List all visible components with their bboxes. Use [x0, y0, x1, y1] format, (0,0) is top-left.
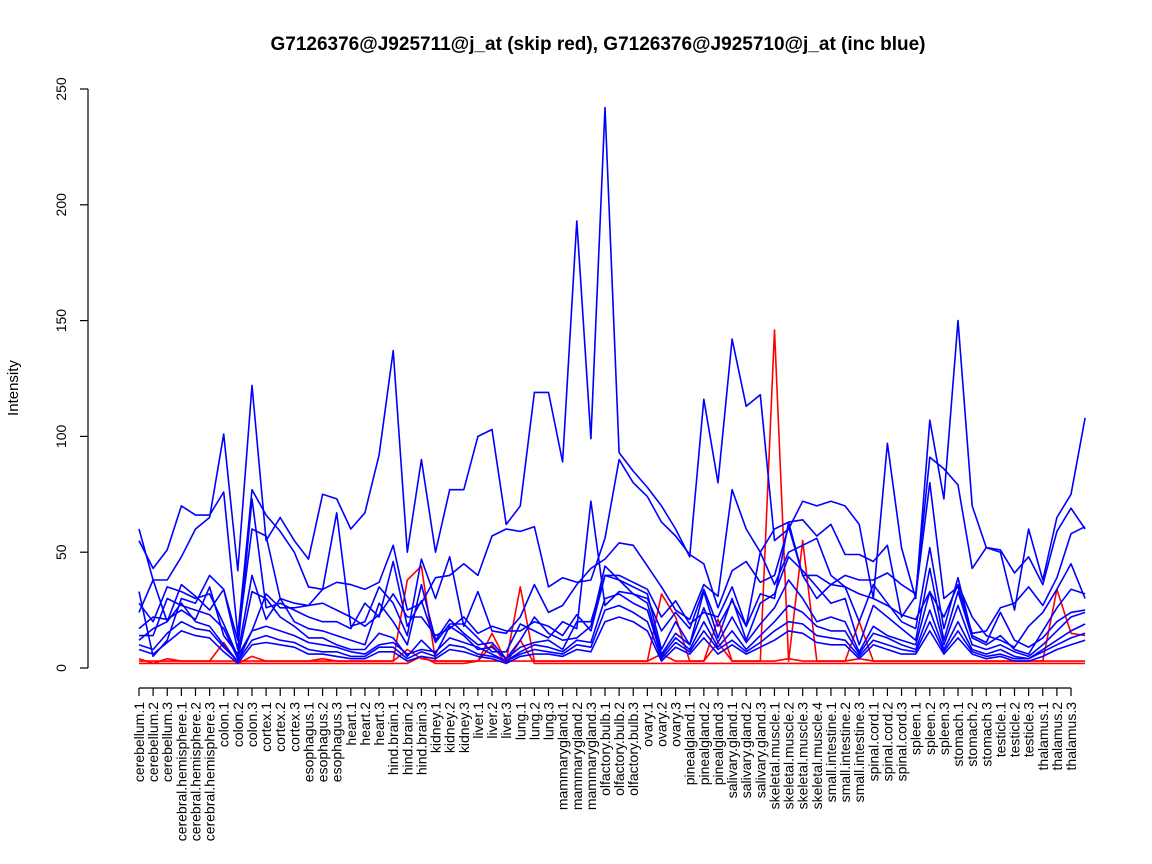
x-tick-label: heart.3 [371, 702, 387, 746]
y-tick-label: 50 [53, 544, 69, 560]
x-tick-label: ovary.3 [668, 702, 684, 747]
x-tick-label: testicle.2 [1007, 702, 1023, 757]
x-tick-label: salivary.gland.1 [724, 702, 740, 798]
x-axis: cerebellum.1cerebellum.2cerebellum.3cere… [131, 687, 1079, 842]
x-tick-label: spinal.cord.2 [879, 702, 895, 782]
y-tick-label: 0 [53, 664, 69, 672]
inc-series-line-7 [139, 574, 1086, 660]
x-tick-label: esophagus.1 [300, 702, 316, 782]
x-tick-label: spinal.cord.3 [894, 702, 910, 782]
x-tick-label: skeletal.muscle.1 [766, 702, 782, 810]
x-tick-label: liver.2 [484, 702, 500, 739]
series-layer [138, 106, 1086, 665]
x-tick-label: cerebellum.1 [131, 702, 147, 782]
inc-series-line-5 [138, 498, 1086, 653]
inc-series-line-1 [138, 106, 1086, 611]
chart-title: G7126376@J925711@j_at (skip red), G71263… [270, 34, 925, 55]
x-tick-label: esophagus.2 [315, 702, 331, 782]
x-tick-label: thalamus.3 [1063, 702, 1079, 771]
x-tick-label: kidney.1 [428, 702, 444, 753]
x-tick-label: cerebellum.2 [145, 702, 161, 782]
x-tick-label: cerebral.hemisphere.3 [202, 702, 218, 842]
x-tick-label: ovary.2 [653, 702, 669, 747]
x-tick-label: spleen.2 [922, 702, 938, 755]
x-tick-label: olfactory.bulb.2 [611, 702, 627, 796]
x-tick-label: kidney.3 [456, 702, 472, 753]
x-tick-label: stomach.1 [950, 702, 966, 767]
x-tick-label: mammarygland.3 [583, 702, 599, 810]
x-tick-label: testicle.3 [1021, 702, 1037, 757]
x-tick-label: ovary.1 [639, 702, 655, 747]
inc-series-line-9 [138, 604, 1086, 662]
x-tick-label: hind.brain.3 [413, 702, 429, 775]
x-tick-label: olfactory.bulb.1 [597, 702, 613, 796]
y-axis-label: Intensity [5, 360, 22, 416]
skip-series-line-3 [139, 639, 1086, 665]
y-tick-label: 100 [53, 425, 69, 449]
x-tick-label: cerebral.hemisphere.1 [173, 702, 189, 842]
x-tick-label: colon.1 [216, 702, 232, 747]
x-tick-label: esophagus.3 [329, 702, 345, 782]
x-tick-label: thalamus.2 [1049, 702, 1065, 771]
x-tick-label: lung.2 [526, 702, 542, 740]
x-tick-label: pinealgland.2 [696, 702, 712, 786]
x-tick-label: spleen.3 [936, 702, 952, 755]
inc-series-line-10 [138, 616, 1086, 665]
y-axis: 0 50 100 150 200 250 [53, 77, 89, 672]
y-tick-label: 250 [53, 77, 69, 101]
x-tick-label: lung.3 [541, 702, 557, 740]
inc-series-line-6 [138, 555, 1086, 660]
x-tick-label: cerebral.hemisphere.2 [187, 702, 203, 842]
x-tick-label: thalamus.1 [1035, 702, 1051, 771]
x-tick-label: colon.3 [244, 702, 260, 747]
x-tick-label: lung.1 [512, 702, 528, 740]
x-tick-label: salivary.gland.3 [752, 702, 768, 798]
x-tick-label: heart.2 [357, 702, 373, 746]
x-tick-label: colon.2 [230, 702, 246, 747]
x-tick-label: skeletal.muscle.4 [809, 702, 825, 810]
x-tick-label: spinal.cord.1 [865, 702, 881, 782]
x-tick-label: hind.brain.1 [385, 702, 401, 775]
x-tick-label: small.intestine.2 [837, 702, 853, 803]
x-tick-label: heart.1 [343, 702, 359, 746]
x-tick-label: spleen.1 [908, 702, 924, 755]
x-tick-label: kidney.2 [442, 702, 458, 753]
inc-series-line-3 [138, 481, 1086, 658]
x-tick-label: hind.brain.2 [399, 702, 415, 775]
x-tick-label: cortex.2 [272, 702, 288, 752]
x-tick-label: pinealgland.1 [682, 702, 698, 786]
y-tick-label: 150 [53, 309, 69, 333]
x-tick-label: small.intestine.1 [823, 702, 839, 803]
inc-series-line-4 [138, 521, 1086, 658]
x-tick-label: mammarygland.1 [555, 702, 571, 810]
x-tick-label: testicle.1 [992, 702, 1008, 757]
x-tick-label: pinealgland.3 [710, 702, 726, 786]
x-tick-label: salivary.gland.2 [738, 702, 754, 798]
y-tick-label: 200 [53, 193, 69, 217]
skip-series-line-2 [138, 586, 1086, 665]
x-tick-label: liver.3 [498, 702, 514, 739]
x-tick-label: olfactory.bulb.3 [625, 702, 641, 796]
x-tick-label: skeletal.muscle.3 [795, 702, 811, 810]
x-tick-label: cerebellum.3 [159, 702, 175, 782]
x-tick-label: small.intestine.3 [851, 702, 867, 803]
x-tick-label: mammarygland.2 [569, 702, 585, 810]
inc-series-line-8 [138, 593, 1086, 662]
x-tick-label: stomach.3 [978, 702, 994, 767]
x-tick-label: liver.1 [470, 702, 486, 739]
inc-series-line-2 [138, 456, 1086, 637]
x-tick-label: stomach.2 [964, 702, 980, 767]
x-tick-label: skeletal.muscle.2 [781, 702, 797, 810]
x-tick-label: cortex.1 [258, 702, 274, 752]
x-tick-label: cortex.3 [286, 702, 302, 752]
